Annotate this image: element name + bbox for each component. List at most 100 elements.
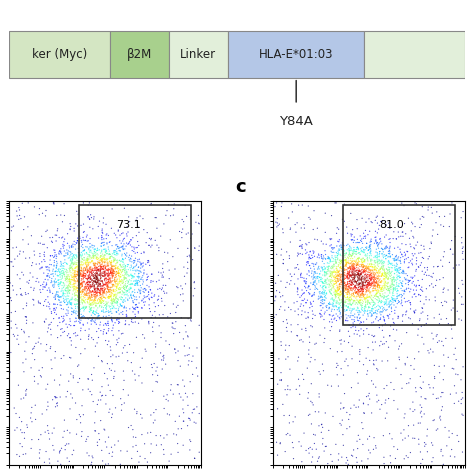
Point: [118, 302, 126, 310]
Point: [72, 279, 80, 287]
Point: [442, 335, 450, 342]
Point: [349, 250, 356, 257]
Point: [68, 299, 75, 307]
Point: [84, 285, 91, 293]
Point: [370, 361, 378, 369]
Point: [57, 287, 65, 295]
Point: [64, 292, 71, 300]
Point: [328, 241, 335, 249]
Point: [84, 293, 92, 301]
Point: [48, 275, 55, 283]
Point: [92, 291, 100, 298]
Point: [92, 299, 100, 307]
Point: [87, 301, 95, 309]
Point: [83, 279, 91, 286]
Point: [352, 257, 360, 265]
Point: [340, 263, 347, 270]
Point: [84, 213, 91, 221]
Point: [351, 313, 358, 321]
Point: [18, 443, 26, 450]
Point: [74, 263, 82, 271]
Point: [73, 261, 81, 268]
Point: [309, 307, 316, 315]
Point: [359, 282, 367, 289]
Point: [313, 259, 320, 267]
Point: [93, 279, 100, 287]
Point: [100, 272, 107, 280]
Point: [80, 411, 87, 419]
Point: [42, 315, 50, 323]
Point: [350, 248, 357, 256]
Point: [343, 281, 350, 289]
Point: [109, 266, 117, 274]
Point: [114, 437, 122, 445]
Point: [443, 442, 451, 450]
Point: [397, 285, 405, 292]
Point: [363, 243, 371, 251]
Point: [39, 285, 46, 293]
Point: [336, 308, 343, 315]
Point: [103, 281, 111, 288]
Point: [81, 246, 88, 254]
Point: [100, 328, 107, 336]
Point: [349, 257, 357, 264]
Point: [378, 277, 386, 285]
Point: [94, 284, 101, 292]
Point: [122, 317, 129, 325]
Point: [94, 312, 102, 319]
Point: [166, 236, 174, 244]
Point: [401, 250, 409, 258]
Point: [414, 325, 422, 333]
Point: [359, 264, 367, 272]
Point: [13, 291, 20, 299]
Point: [346, 251, 354, 258]
Point: [85, 274, 93, 282]
Point: [88, 292, 95, 300]
Point: [322, 292, 329, 299]
Point: [73, 263, 80, 270]
Point: [363, 264, 371, 272]
Point: [82, 243, 90, 251]
Point: [358, 277, 365, 284]
Point: [194, 372, 201, 380]
Point: [54, 402, 61, 410]
Point: [103, 300, 111, 308]
Point: [337, 299, 344, 307]
Point: [55, 265, 62, 273]
Point: [106, 276, 114, 283]
Point: [184, 361, 192, 369]
Point: [184, 245, 191, 252]
Point: [315, 263, 322, 270]
Point: [55, 276, 62, 284]
Point: [112, 260, 119, 267]
Point: [358, 283, 365, 290]
Point: [301, 246, 309, 254]
Point: [383, 301, 391, 309]
Point: [78, 288, 86, 296]
Point: [119, 258, 127, 266]
Point: [59, 434, 67, 441]
Point: [401, 410, 409, 418]
Point: [78, 257, 85, 265]
Point: [349, 319, 357, 327]
Point: [356, 320, 364, 328]
Point: [82, 438, 90, 445]
Point: [115, 270, 122, 277]
Point: [109, 282, 117, 290]
Point: [335, 245, 343, 253]
Point: [94, 266, 102, 273]
Point: [367, 245, 374, 252]
Point: [355, 431, 362, 439]
Point: [79, 299, 87, 307]
Point: [324, 255, 332, 262]
Point: [74, 297, 82, 305]
Point: [333, 266, 341, 274]
Point: [152, 367, 160, 375]
Point: [56, 281, 64, 289]
Point: [294, 311, 302, 319]
Point: [368, 219, 376, 227]
Point: [53, 278, 60, 285]
Point: [351, 247, 358, 255]
Point: [437, 412, 444, 420]
Point: [191, 455, 199, 462]
